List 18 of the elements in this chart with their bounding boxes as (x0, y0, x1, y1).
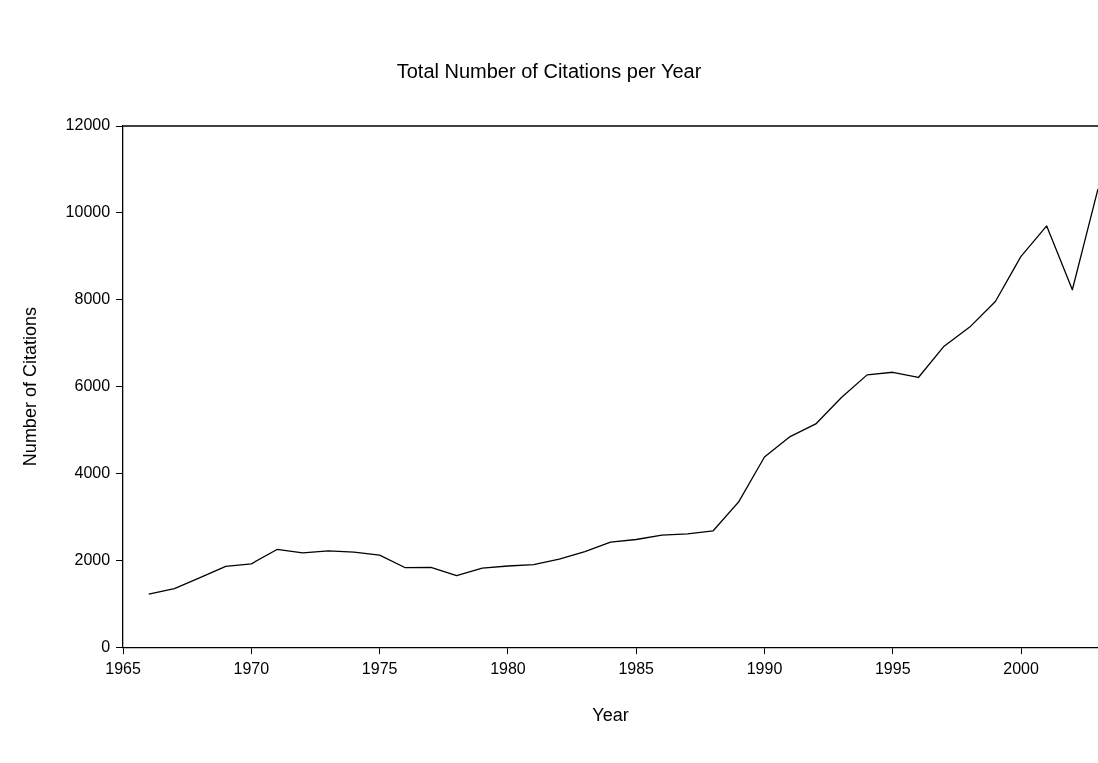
x-axis-title: Year (592, 705, 629, 726)
y-tick-label: 12000 (65, 116, 111, 134)
x-tick-label: 1975 (361, 660, 398, 678)
y-tick-label: 10000 (65, 203, 111, 221)
y-tick-label: 0 (101, 637, 111, 655)
y-tick-label: 8000 (74, 290, 111, 308)
y-tick-label: 4000 (74, 463, 111, 481)
chart-title: Total Number of Citations per Year (396, 59, 702, 82)
x-tick-label: 2000 (1003, 660, 1039, 678)
x-tick-label: 1995 (874, 660, 911, 678)
y-tick-label: 2000 (74, 550, 111, 568)
x-tick-label: 1980 (490, 660, 526, 678)
x-tick-label: 1965 (105, 660, 141, 678)
y-axis-title: Number of Citations (19, 307, 40, 467)
x-tick-label: 1970 (233, 660, 270, 678)
x-tick-label: 1990 (746, 660, 783, 678)
x-tick-label: 1985 (618, 660, 655, 678)
y-tick-label: 6000 (74, 377, 111, 395)
